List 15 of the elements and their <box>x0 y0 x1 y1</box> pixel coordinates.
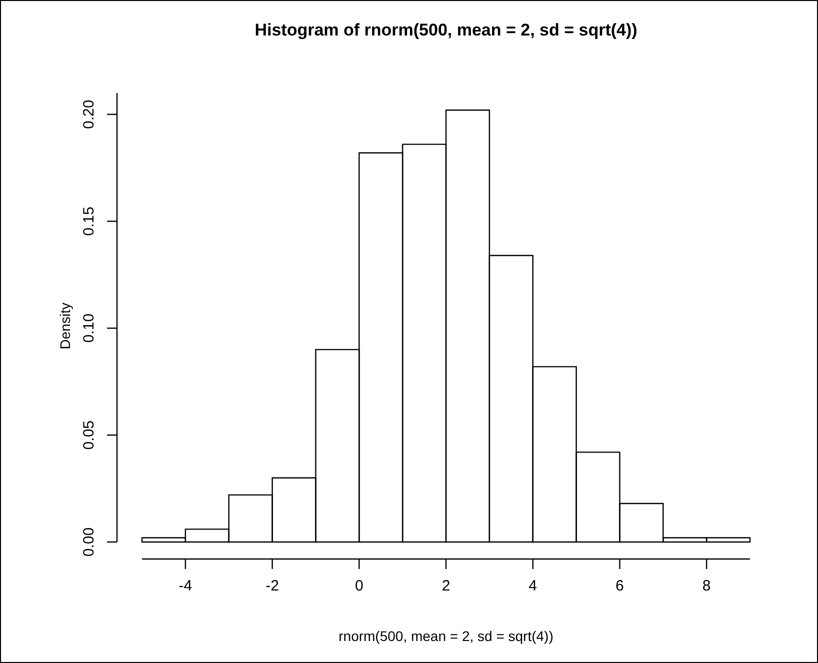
y-tick-label: 0.15 <box>80 206 98 236</box>
x-tick-label: 4 <box>528 578 538 595</box>
y-tick-label: 0.05 <box>80 420 98 450</box>
x-tick-label: -2 <box>266 578 279 595</box>
y-tick-label: 0.00 <box>80 527 98 557</box>
y-tick-label: 0.20 <box>80 100 98 129</box>
y-tick-label: 0.10 <box>80 314 98 343</box>
x-tick-label: 6 <box>616 578 624 595</box>
x-tick-label: 0 <box>354 578 364 595</box>
x-tick-label: 8 <box>702 578 711 595</box>
chart-title: Histogram of rnorm(500, mean = 2, sd = sqrt(4)) <box>254 20 638 40</box>
x-tick-label: -4 <box>178 578 192 595</box>
y-axis-title: Density <box>56 302 73 350</box>
x-axis-title: rnorm(500, mean = 2, sd = sqrt(4)) <box>338 628 554 644</box>
x-tick-label: 2 <box>442 578 450 595</box>
